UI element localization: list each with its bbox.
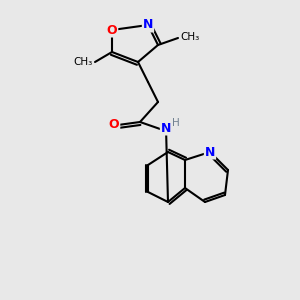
Text: O: O [109,118,119,131]
Text: H: H [172,118,180,128]
Text: N: N [161,122,171,134]
Text: CH₃: CH₃ [74,57,93,67]
Text: CH₃: CH₃ [180,32,199,42]
Text: N: N [143,19,153,32]
Text: O: O [107,23,117,37]
Text: N: N [205,146,215,158]
